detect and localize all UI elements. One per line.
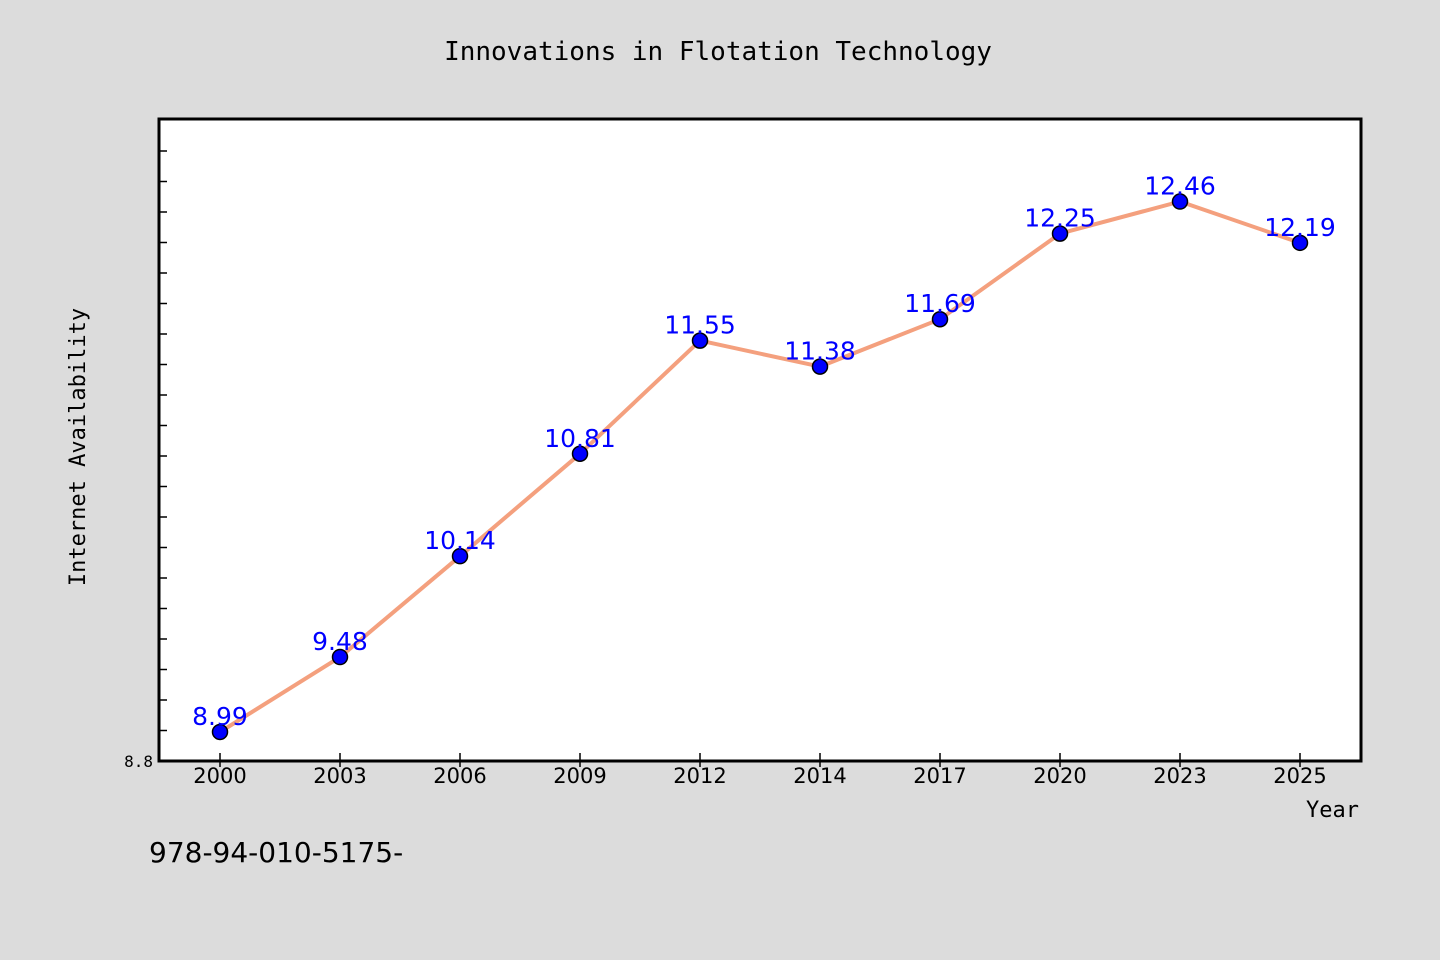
data-point xyxy=(811,358,829,375)
x-tick-label: 2000 xyxy=(193,764,246,788)
data-label: 11.55 xyxy=(664,311,736,340)
x-axis-label: Year xyxy=(1306,798,1359,823)
x-tick-label: 2023 xyxy=(1153,764,1206,788)
data-label: 10.14 xyxy=(424,526,496,555)
data-label: 12.25 xyxy=(1024,204,1096,233)
data-label: 10.81 xyxy=(544,424,616,453)
data-label: 11.69 xyxy=(904,289,976,318)
data-point xyxy=(691,332,709,349)
data-label: 11.38 xyxy=(784,337,856,366)
x-tick-label: 2014 xyxy=(793,764,846,788)
data-point xyxy=(931,310,949,328)
footer-isbn: 978-94-010-5175- xyxy=(149,836,403,869)
data-point xyxy=(1051,225,1069,242)
data-label: 12.19 xyxy=(1264,213,1336,242)
data-point xyxy=(1171,193,1189,210)
x-tick-label: 2009 xyxy=(553,764,606,788)
series-line xyxy=(218,199,1301,734)
x-tick-label: 2025 xyxy=(1273,764,1326,788)
y-tick-label-min: 8.8 xyxy=(124,752,153,771)
data-point xyxy=(451,547,469,565)
y-axis-label: Internet Availability xyxy=(66,308,91,586)
y-minor-ticks xyxy=(159,150,167,732)
data-point xyxy=(1291,234,1309,252)
data-labels: 8.99 9.48 10.14 10.81 11.55 11.38 11.69 12.25 12… xyxy=(192,172,1336,731)
x-tick-label: 2003 xyxy=(313,764,366,788)
chart-title: Innovations in Flotation Technology xyxy=(444,37,992,67)
data-markers xyxy=(211,193,1309,741)
data-label: 9.48 xyxy=(312,627,368,656)
x-tick-label: 2006 xyxy=(433,764,486,788)
x-tick-label: 2017 xyxy=(913,764,966,788)
x-tick-label: 2020 xyxy=(1033,764,1086,788)
data-label: 12.46 xyxy=(1144,172,1216,201)
data-point xyxy=(211,723,229,741)
data-label: 8.99 xyxy=(192,702,248,731)
data-point xyxy=(331,648,349,666)
data-point xyxy=(571,445,589,463)
x-tick-label: 2012 xyxy=(673,764,726,788)
plot-area xyxy=(157,117,1363,763)
x-ticks: 2000 2003 2006 2009 2012 2014 2017 2020 2023 2025 xyxy=(193,753,1327,788)
